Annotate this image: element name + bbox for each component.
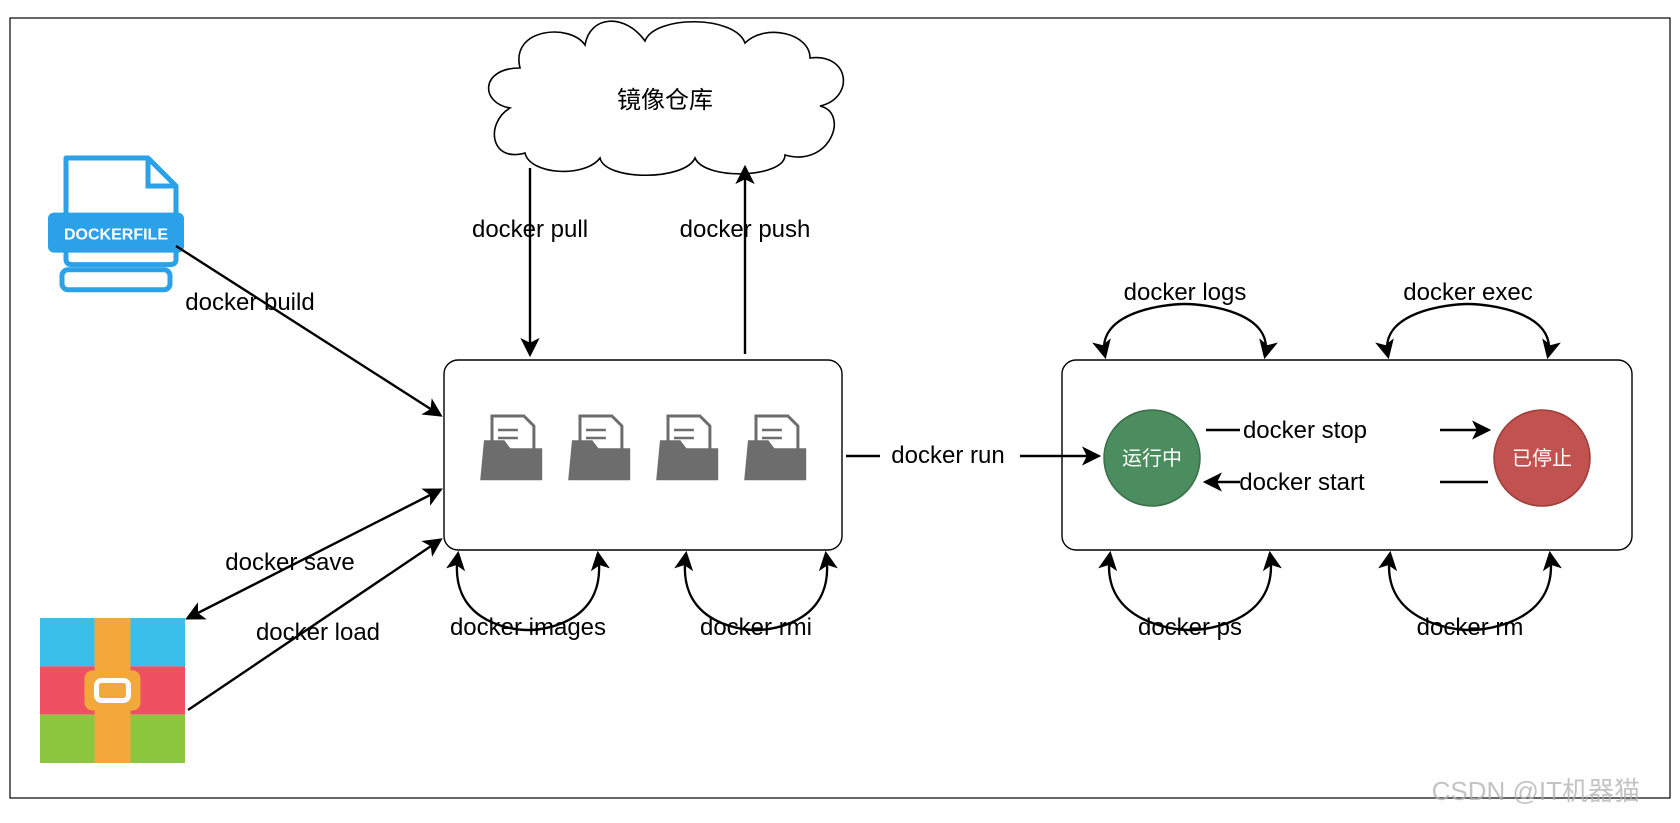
cmd-docker_logs: docker logs: [1124, 279, 1247, 306]
cmd-docker_load: docker load: [256, 619, 380, 646]
cmd-docker_build: docker build: [185, 289, 314, 316]
dockerfile-icon: DOCKERFILE: [48, 158, 184, 290]
cmd-docker_stop: docker stop: [1243, 417, 1367, 444]
cmd-docker_pull: docker pull: [472, 216, 588, 243]
archive-icon: [40, 618, 185, 763]
cmd-docker_images: docker images: [450, 614, 606, 641]
cmd-docker_run: docker run: [891, 442, 1004, 469]
cmd-docker_push: docker push: [680, 216, 811, 243]
command-labels: docker build docker save docker load docker…: [185, 216, 1532, 646]
cmd-docker_exec: docker exec: [1403, 279, 1532, 306]
running-state: 运行中: [1104, 410, 1200, 506]
cmd-docker_start: docker start: [1239, 469, 1365, 496]
watermark: CSDN @IT机器猫: [1432, 776, 1640, 806]
cmd-docker_rm: docker rm: [1417, 614, 1524, 641]
cmd-docker_ps: docker ps: [1138, 614, 1242, 641]
stopped-state: 已停止: [1494, 410, 1590, 506]
cmd-docker_save: docker save: [225, 549, 354, 576]
svg-text:DOCKERFILE: DOCKERFILE: [64, 227, 168, 244]
stopped-label: 已停止: [1512, 447, 1572, 470]
running-label: 运行中: [1122, 447, 1182, 470]
cloud-registry: 镜像仓库: [489, 21, 844, 175]
cloud-label: 镜像仓库: [617, 87, 713, 114]
cmd-docker_rmi: docker rmi: [700, 614, 812, 641]
